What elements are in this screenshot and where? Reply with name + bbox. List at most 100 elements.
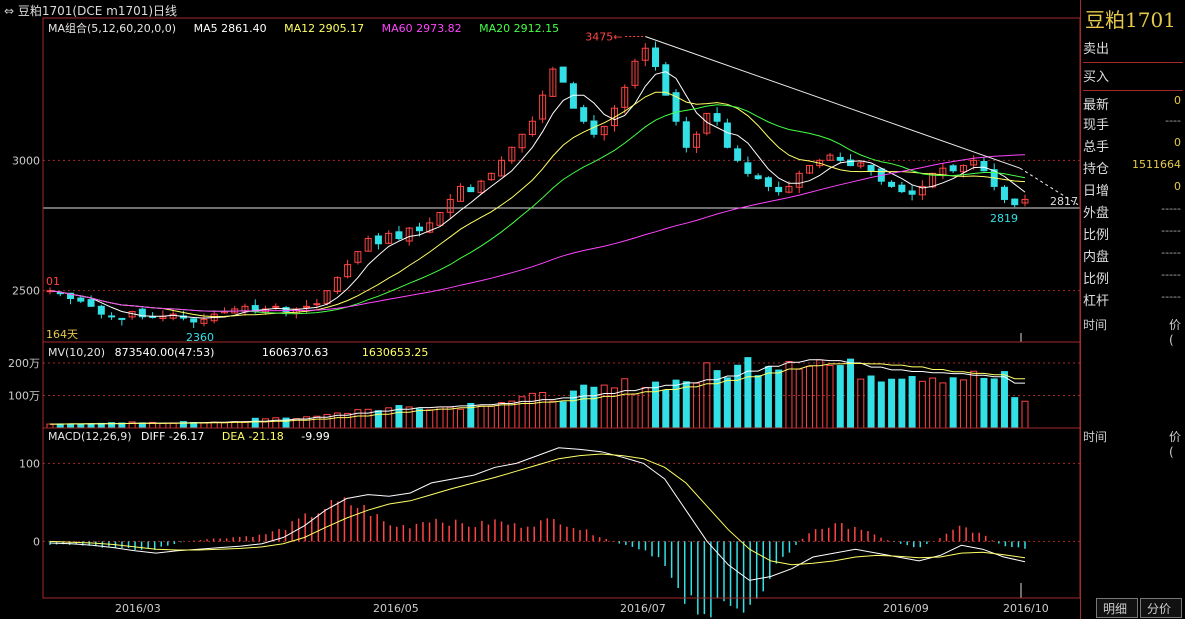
- candle-body: [159, 316, 167, 319]
- quote-row-label: 持仓: [1083, 162, 1110, 177]
- volume-bar: [867, 375, 875, 429]
- candle-body: [970, 159, 978, 166]
- candle-body: [138, 308, 146, 318]
- x-tick-label: 2016/07: [620, 602, 666, 615]
- candle-body: [836, 156, 844, 161]
- candle-body: [600, 125, 608, 136]
- candle-body: [344, 264, 352, 278]
- candle-body: [323, 290, 331, 304]
- quote-row-label: 卖出: [1083, 42, 1110, 57]
- title-bar: ⇔ 豆粕1701(DCE m1701)日线: [0, 0, 1080, 18]
- quote-row-value: -----: [1161, 246, 1181, 259]
- candle-body: [1021, 198, 1029, 204]
- mv-legend: MV(10,20) 873540.00(47:53) 1606370.63 16…: [48, 346, 442, 359]
- candle-body: [959, 165, 967, 173]
- volume-bar: [487, 405, 495, 429]
- candle-body: [980, 161, 988, 172]
- volume-bar: [723, 377, 731, 429]
- dea-legend: DEA -21.18: [221, 430, 284, 443]
- candle-body: [508, 146, 516, 162]
- ma5-line: [49, 71, 1026, 319]
- candle-body: [97, 305, 105, 315]
- candle-body: [1000, 186, 1008, 200]
- close-line-label: 2817: [1050, 195, 1078, 208]
- candle-body: [641, 47, 649, 61]
- candle-body: [549, 68, 557, 97]
- quote-row-2: 最新 0: [1083, 94, 1183, 114]
- volume-bar: [67, 423, 75, 429]
- candle-body: [621, 86, 629, 108]
- tab-split-price[interactable]: 分价: [1140, 598, 1182, 618]
- candle-body: [775, 186, 783, 193]
- candle-body: [528, 120, 536, 136]
- volume-bar: [1000, 371, 1008, 429]
- mv-legend-v1: 873540.00(47:53): [114, 346, 215, 359]
- candle-body: [77, 297, 85, 302]
- ma20-line: [49, 104, 1026, 315]
- ma5-legend: MA5 2861.40: [193, 22, 267, 35]
- candle-body: [405, 227, 413, 242]
- candle-body: [949, 165, 957, 172]
- quote-row-value: 0: [1174, 94, 1181, 107]
- macd-tick-label: 100: [19, 457, 40, 470]
- candle-body: [610, 107, 618, 127]
- ma20-legend: MA20 2912.15: [479, 22, 560, 35]
- volume-bar: [682, 381, 690, 429]
- volume-bar: [826, 364, 834, 429]
- menu-icon[interactable]: ⇔: [4, 4, 15, 18]
- quote-row-label: 杠杆: [1083, 294, 1110, 309]
- quote-row-value: -----: [1161, 268, 1181, 281]
- ma12-legend: MA12 2905.17: [284, 22, 365, 35]
- volume-bar: [764, 366, 772, 429]
- contract-title: 豆粕1701: [1085, 8, 1176, 32]
- volume-tick-label: 200万: [8, 357, 40, 370]
- candle-body: [518, 133, 526, 149]
- candle-body: [847, 159, 855, 167]
- price-tick-label: 2500: [12, 285, 40, 298]
- dea-line: [49, 453, 1026, 566]
- volume-bar: [693, 382, 701, 429]
- volume-bar: [87, 423, 95, 429]
- volume-bar: [939, 382, 947, 429]
- mv20-line: [50, 363, 1025, 425]
- candle-body: [1011, 198, 1019, 206]
- mv-legend-v2: 1606370.63: [261, 346, 329, 359]
- quote-row-value: ----: [1165, 114, 1181, 127]
- candle-body: [569, 83, 577, 109]
- candle-body: [446, 198, 454, 213]
- volume-bar: [744, 357, 752, 429]
- quote-row-value: -----: [1161, 224, 1181, 237]
- volume-bar: [662, 389, 670, 429]
- quote-row-label: 最新: [1083, 98, 1110, 113]
- mv-legend-v3: 1630653.25: [361, 346, 429, 359]
- volume-bar: [877, 381, 885, 429]
- volume-bar: [621, 378, 629, 429]
- volume-bar: [446, 406, 454, 429]
- tab-detail[interactable]: 明细: [1096, 598, 1138, 618]
- volume-bar: [549, 400, 557, 429]
- diff-line: [49, 447, 1026, 581]
- volume-bar: [354, 409, 362, 429]
- quote-row-value: 0: [1174, 136, 1181, 149]
- quote-row-value: 1511664: [1132, 158, 1181, 171]
- candle-body: [303, 305, 311, 308]
- candle-body: [805, 165, 813, 174]
- macd-legend-label: MACD(12,26,9): [48, 430, 132, 443]
- macd-tick-label: 0: [33, 535, 40, 548]
- quote-row-value: -----: [1161, 202, 1181, 215]
- volume-bar: [169, 422, 177, 429]
- volume-bar: [847, 358, 855, 429]
- candle-body: [67, 292, 75, 300]
- volume-bar: [775, 369, 783, 429]
- candle-body: [118, 317, 126, 320]
- candle-body: [857, 162, 865, 167]
- volume-bar: [641, 386, 649, 429]
- candle-body: [672, 92, 680, 122]
- volume-bar: [200, 422, 208, 429]
- volume-bar: [262, 418, 270, 429]
- quote-row-6: 日增 0: [1083, 180, 1183, 200]
- volume-bar: [918, 380, 926, 429]
- x-tick-label: 2016/03: [115, 602, 161, 615]
- candle-body: [467, 187, 475, 193]
- volume-bar: [364, 408, 372, 429]
